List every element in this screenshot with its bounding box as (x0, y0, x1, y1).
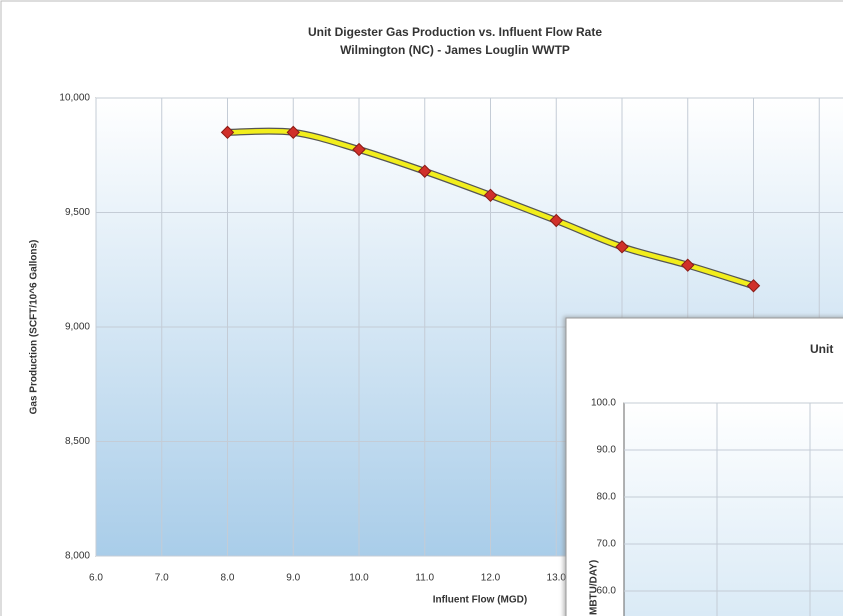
chart-subtitle: Wilmington (NC) - James Louglin WWTP (340, 43, 570, 57)
x-tick-label: 9.0 (286, 573, 300, 584)
data-marker (352, 142, 366, 157)
x-tick-label: 11.0 (415, 573, 434, 584)
data-marker (220, 125, 235, 140)
x-tick-label: 6.0 (89, 573, 103, 584)
y-axis-label: Gas Production (SCFT/10^6 Gallons) (29, 240, 40, 415)
inset-title: Unit (810, 342, 833, 356)
data-marker (418, 164, 432, 178)
x-tick-label: 10.0 (349, 573, 369, 584)
data-marker (615, 240, 629, 254)
y-tick-label: 8,500 (65, 436, 90, 447)
y-tick-label: 70.0 (597, 539, 617, 550)
x-axis-label: Influent Flow (MGD) (433, 595, 527, 606)
x-tick-label: 8.0 (221, 573, 235, 584)
y-tick-label: 90.0 (597, 445, 617, 456)
y-tick-label: 9,500 (65, 207, 90, 218)
y-tick-label: 100.0 (591, 398, 616, 409)
y-tick-label: 9,000 (65, 322, 90, 333)
data-marker (746, 279, 761, 293)
x-tick-label: 13.0 (547, 573, 567, 584)
x-tick-label: 7.0 (155, 573, 169, 584)
data-marker (681, 258, 695, 272)
y-tick-label: 8,000 (65, 551, 90, 562)
chart-title: Unit Digester Gas Production vs. Influen… (308, 25, 602, 39)
inset-chart: Unit MBTU/DAY) 60.0 70.0 80.0 90.0 100.0 (565, 317, 843, 616)
y-tick-label: 80.0 (597, 492, 617, 503)
inset-plot-background (623, 402, 843, 616)
y-tick-label: 10,000 (59, 93, 90, 104)
inset-y-axis-label: MBTU/DAY) (589, 560, 600, 615)
data-marker (483, 188, 498, 203)
data-marker (286, 125, 300, 140)
y-tick-label: 60.0 (597, 586, 617, 597)
data-marker (549, 213, 563, 228)
x-tick-label: 12.0 (481, 573, 501, 584)
